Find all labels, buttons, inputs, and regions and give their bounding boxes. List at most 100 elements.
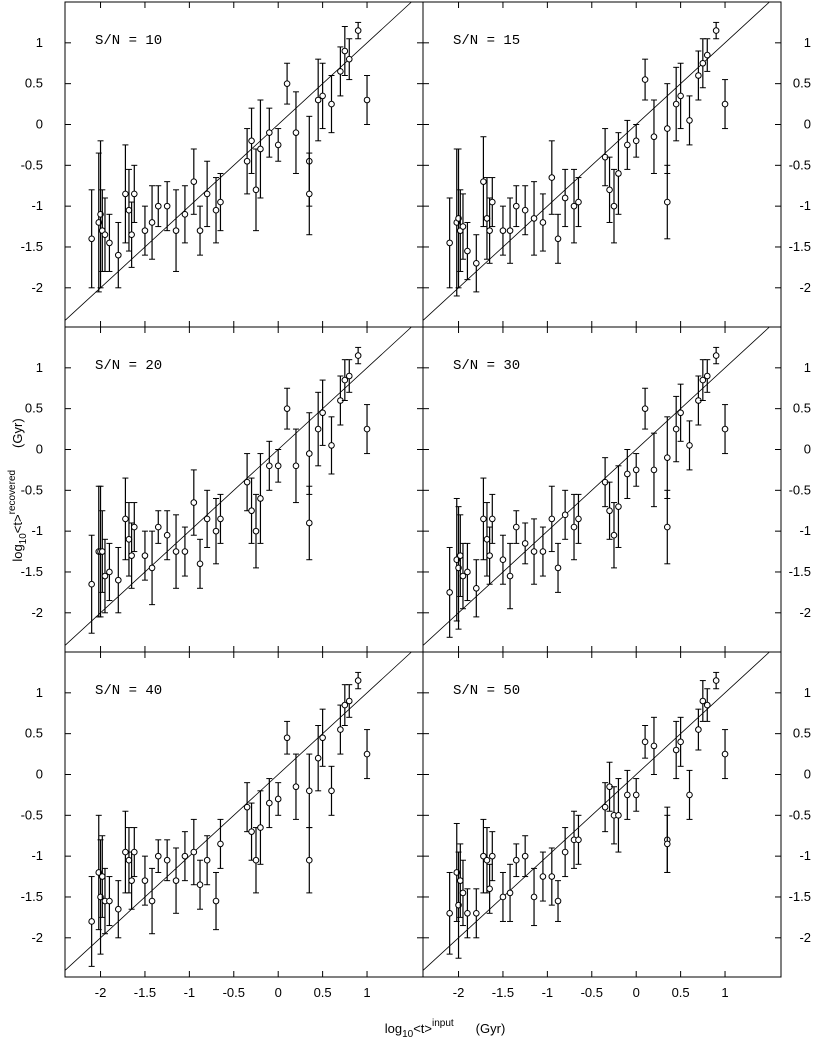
data-point (115, 576, 122, 584)
data-point (266, 129, 273, 136)
y-tick-label: 0 (804, 116, 811, 131)
y-tick-label: -1.5 (21, 889, 43, 904)
data-point (141, 227, 149, 234)
data-point (699, 59, 707, 67)
data-point (624, 791, 631, 799)
data-point (363, 96, 371, 104)
data-point (473, 910, 480, 917)
data-point (266, 462, 273, 470)
y-tick-label: -1 (799, 848, 811, 863)
data-point (539, 548, 547, 555)
x-tick-label: -1.5 (492, 985, 514, 1000)
data-point (712, 677, 720, 684)
y-tick-label: -0.5 (789, 482, 811, 497)
data-point (314, 425, 322, 433)
data-point (480, 515, 487, 523)
y-tick-label: -2 (799, 930, 811, 945)
panel-title: S/N = 30 (453, 358, 520, 374)
one-to-one-line (64, 326, 412, 646)
y-tick-label: -1 (31, 523, 43, 538)
data-point (252, 856, 260, 864)
data-point (203, 190, 211, 198)
data-point (459, 572, 467, 580)
data-point (632, 466, 640, 474)
y-tick-label: -1.5 (21, 564, 43, 579)
data-point (292, 129, 300, 136)
panel-title: S/N = 40 (95, 683, 162, 699)
data-point (181, 548, 189, 555)
y-tick-label: 1 (36, 35, 43, 50)
one-to-one-line (422, 326, 770, 646)
data-point (328, 442, 335, 449)
data-point (521, 540, 529, 547)
data-point (128, 552, 135, 559)
data-point (632, 791, 640, 799)
data-point (615, 170, 622, 177)
data-point (122, 190, 129, 198)
data-point (248, 507, 255, 515)
data-point (341, 47, 349, 55)
data-point (319, 734, 326, 742)
y-tick-label: -2 (31, 605, 43, 620)
one-to-one-line (64, 1, 412, 321)
y-tick-label: 0.5 (793, 76, 811, 91)
data-point (283, 734, 291, 742)
data-point (457, 877, 464, 884)
data-point (554, 897, 562, 905)
data-point (663, 840, 671, 848)
y-tick-label: -2 (31, 930, 43, 945)
data-point (703, 51, 711, 59)
data-point (488, 852, 496, 860)
y-tick-label: -1 (799, 523, 811, 538)
data-point (125, 206, 133, 214)
y-tick-label: -0.5 (789, 807, 811, 822)
data-point (88, 235, 95, 243)
y-tick-label: -1.5 (789, 564, 811, 579)
y-tick-label: -2 (799, 605, 811, 620)
data-point (457, 552, 464, 559)
data-point (345, 372, 353, 380)
data-point (345, 55, 353, 63)
data-point (190, 848, 198, 856)
y-tick-label: 0 (804, 766, 811, 781)
data-point (561, 511, 569, 519)
data-point (337, 68, 344, 75)
y-tick-label: -1.5 (789, 239, 811, 254)
y-axis-label: log10<t>recovered(Gyr) (7, 418, 29, 561)
data-point (341, 376, 349, 384)
y-tick-label: 1 (36, 360, 43, 375)
data-point (499, 556, 507, 564)
data-point (341, 701, 349, 709)
data-point (554, 235, 562, 243)
data-point (181, 852, 189, 860)
x-tick-label: 1 (363, 985, 370, 1000)
data-point (446, 910, 453, 917)
data-point (88, 918, 95, 925)
data-point (319, 92, 326, 100)
data-point (125, 536, 133, 543)
data-point (248, 137, 255, 145)
data-point (203, 856, 211, 864)
data-point (721, 425, 729, 433)
data-point (154, 202, 162, 210)
data-point (141, 552, 149, 559)
x-tick-label: 0.5 (672, 985, 690, 1000)
data-point (148, 219, 156, 226)
y-tick-label: 0 (36, 116, 43, 131)
data-point (686, 791, 693, 799)
data-point (512, 202, 520, 210)
data-point (243, 478, 251, 486)
x-tick-label: 0.5 (314, 985, 332, 1000)
data-point (695, 726, 702, 733)
y-tick-label: 0.5 (25, 76, 43, 91)
x-tick-label: -1 (542, 985, 554, 1000)
data-point (196, 560, 204, 568)
data-point (212, 897, 220, 905)
data-point (363, 425, 371, 433)
x-tick-label: -2 (453, 985, 465, 1000)
panel-title: S/N = 15 (453, 33, 520, 49)
data-point (672, 425, 680, 433)
data-point (486, 885, 493, 893)
one-to-one-line (422, 651, 770, 971)
data-point (615, 812, 622, 819)
